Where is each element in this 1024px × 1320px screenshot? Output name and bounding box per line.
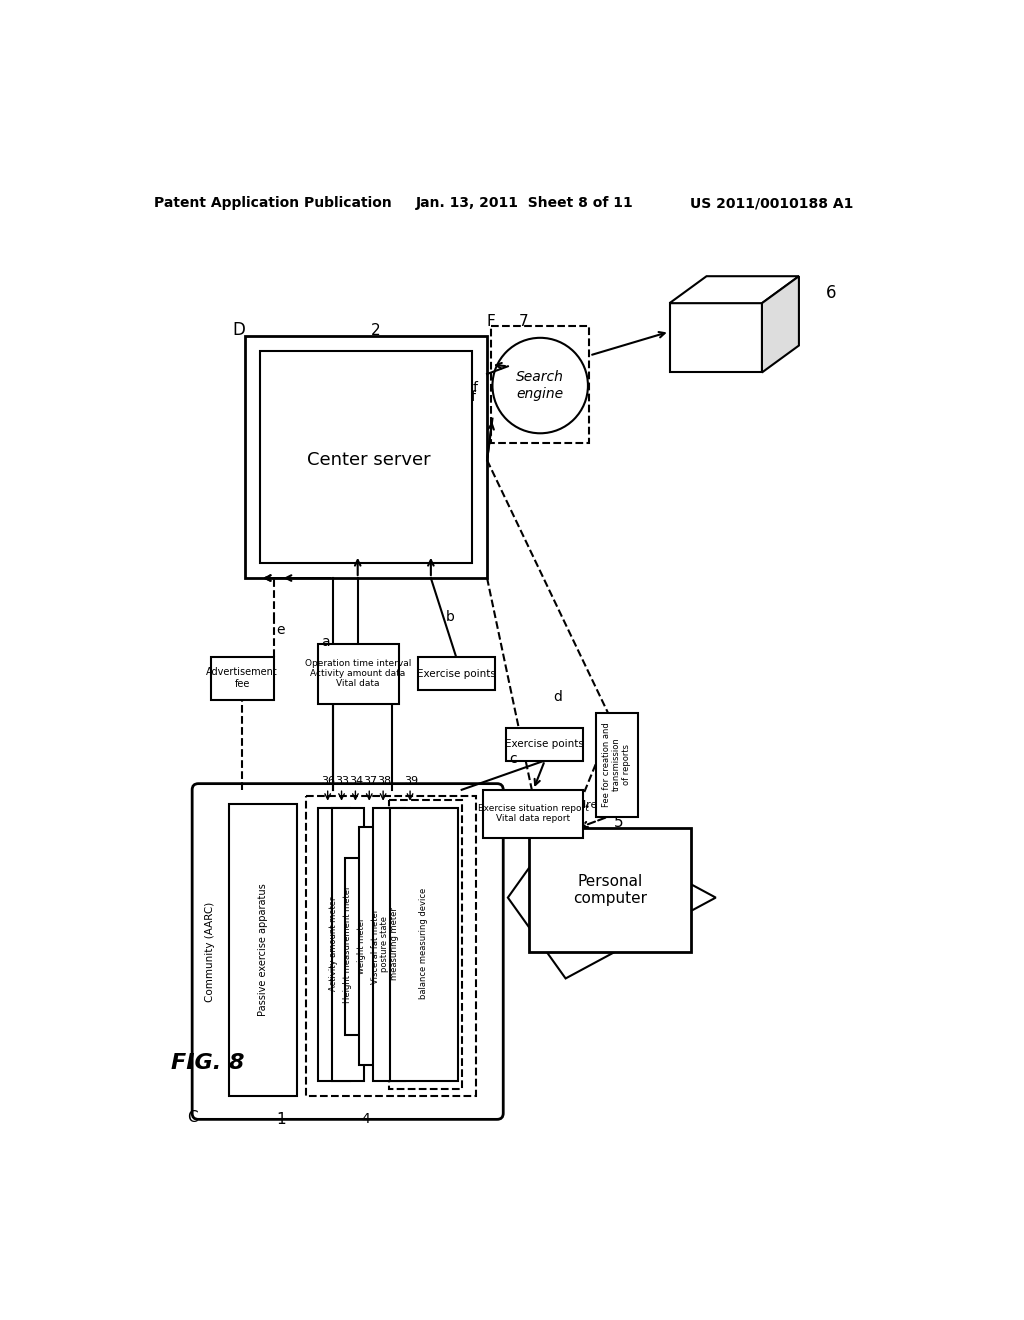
Text: 5: 5 [614, 814, 624, 830]
Text: 39: 39 [403, 776, 418, 785]
Text: E: E [518, 813, 528, 832]
Text: 7: 7 [518, 314, 528, 329]
Text: posture state
measuring meter: posture state measuring meter [380, 907, 399, 981]
FancyBboxPatch shape [193, 784, 503, 1119]
Circle shape [493, 338, 588, 433]
Text: FIG. 8: FIG. 8 [171, 1053, 245, 1073]
Polygon shape [670, 276, 799, 304]
Text: Family (Children): Family (Children) [514, 800, 609, 810]
Text: US 2011/0010188 A1: US 2011/0010188 A1 [689, 197, 853, 210]
Bar [229, 804, 297, 1096]
Text: F: F [486, 314, 496, 329]
Text: Advertisement
fee: Advertisement fee [206, 668, 279, 689]
Text: Personal
computer: Personal computer [573, 874, 647, 906]
Text: Exercise situation report
Vital data report: Exercise situation report Vital data rep… [478, 804, 589, 824]
Bar [211, 657, 273, 700]
Text: balance measuring device: balance measuring device [420, 888, 428, 999]
Text: 38: 38 [377, 776, 391, 785]
Text: 2: 2 [371, 322, 380, 338]
Text: Patent Application Publication: Patent Application Publication [155, 197, 392, 210]
Bar [490, 326, 590, 444]
Bar [245, 335, 487, 578]
Text: b: b [445, 610, 455, 623]
Bar [373, 808, 406, 1081]
Text: c: c [509, 752, 517, 766]
Text: C: C [186, 1110, 198, 1125]
Text: 36: 36 [322, 776, 336, 785]
Text: f: f [471, 391, 476, 404]
Bar [483, 789, 584, 838]
Bar [359, 826, 391, 1065]
Text: Visceral fat meter: Visceral fat meter [371, 908, 380, 983]
Text: 33: 33 [336, 776, 349, 785]
Text: Jan. 13, 2011  Sheet 8 of 11: Jan. 13, 2011 Sheet 8 of 11 [416, 197, 634, 210]
Polygon shape [508, 817, 716, 978]
Bar [596, 713, 638, 817]
Bar [345, 858, 378, 1035]
Text: 37: 37 [364, 776, 377, 785]
Bar [306, 796, 475, 1096]
Bar [418, 657, 495, 689]
Text: a: a [322, 635, 330, 649]
Polygon shape [670, 304, 762, 372]
Text: Height measurement meter: Height measurement meter [343, 884, 352, 1003]
Text: d: d [554, 690, 562, 705]
Text: Community (AARC): Community (AARC) [205, 902, 215, 1002]
Text: Center server: Center server [307, 451, 431, 469]
Text: e: e [276, 623, 285, 636]
Text: 1: 1 [275, 1111, 286, 1127]
Bar [317, 644, 398, 704]
Text: Exercise points: Exercise points [417, 668, 496, 678]
Text: 34: 34 [349, 776, 364, 785]
Text: D: D [231, 321, 245, 339]
Text: Operation time interval
Activity amount data
Vital data: Operation time interval Activity amount … [304, 659, 411, 689]
Text: Passive exercise apparatus: Passive exercise apparatus [258, 883, 268, 1016]
Bar [317, 808, 350, 1081]
Text: Activity amount meter: Activity amount meter [330, 896, 338, 991]
Text: weight meter: weight meter [357, 917, 366, 974]
Bar [529, 829, 691, 952]
Bar [260, 351, 472, 562]
Text: 6: 6 [826, 284, 837, 302]
Bar [390, 808, 458, 1081]
Text: Exercise points: Exercise points [506, 739, 585, 750]
Bar [506, 729, 584, 760]
Text: Fee for creation and
transmission
of reports: Fee for creation and transmission of rep… [601, 722, 632, 807]
Text: Search
engine: Search engine [516, 371, 564, 401]
Polygon shape [762, 276, 799, 372]
Bar [388, 800, 462, 1089]
Bar [332, 808, 364, 1081]
Text: 4: 4 [361, 1113, 370, 1126]
Text: f: f [473, 381, 478, 395]
